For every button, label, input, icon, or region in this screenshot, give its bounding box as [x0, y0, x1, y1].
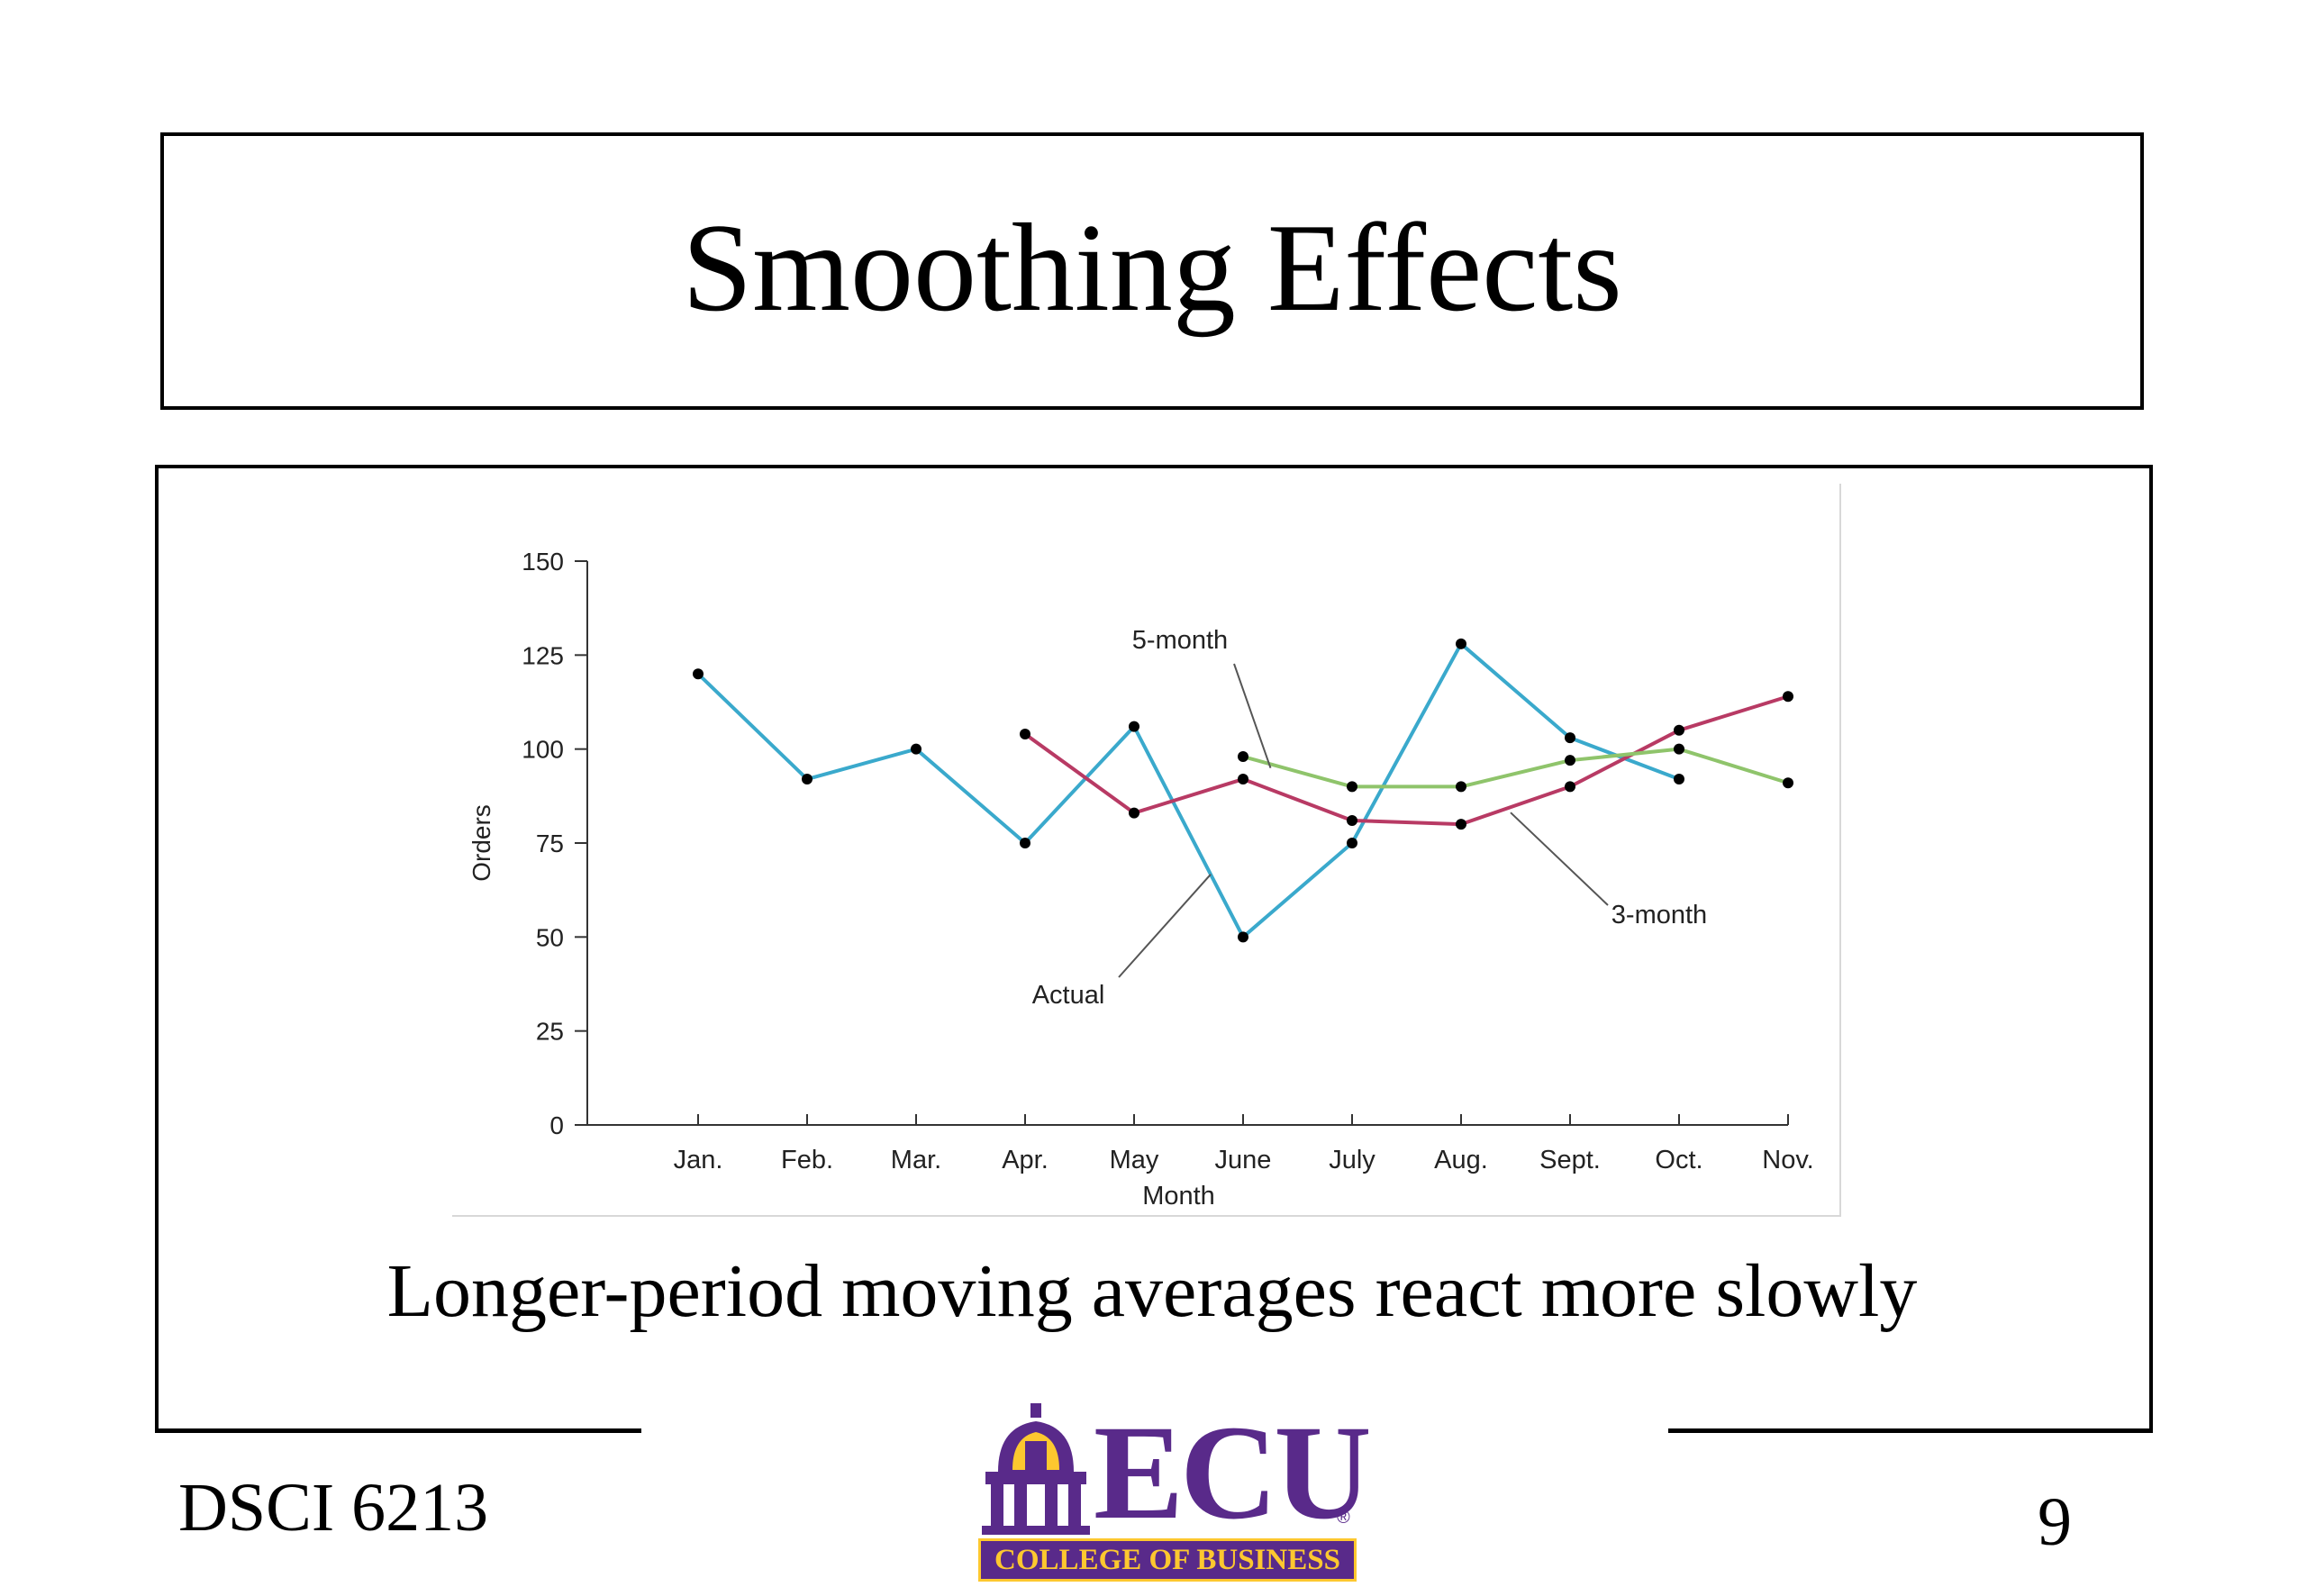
data-point: [1456, 638, 1466, 649]
x-tick-label: Aug.: [1434, 1146, 1488, 1174]
title-box: Smoothing Effects: [160, 132, 2144, 410]
x-tick-label: Jan.: [674, 1146, 723, 1174]
annotation-leader-actual: [1118, 874, 1212, 978]
annotation-actual: Actual: [1032, 981, 1105, 1010]
cupola-icon: [982, 1403, 1090, 1535]
logo-band-text: COLLEGE OF BUSINESS: [994, 1543, 1340, 1576]
data-point: [1565, 781, 1575, 793]
data-point: [1783, 777, 1793, 789]
x-tick-label: June: [1215, 1146, 1272, 1174]
x-tick-label: Nov.: [1762, 1146, 1813, 1174]
x-tick-label: Sept.: [1539, 1146, 1601, 1174]
content-box: [155, 465, 2153, 1430]
data-point: [1347, 781, 1357, 793]
data-point: [1456, 819, 1466, 830]
data-point: [1020, 838, 1030, 848]
y-tick-label: 50: [536, 923, 564, 951]
annotation-leader-3-month: [1510, 812, 1609, 906]
data-point: [1020, 728, 1030, 739]
series-line-actual: [696, 641, 1680, 939]
bottom-rule-left: [155, 1428, 641, 1433]
chart-panel: 0 25 50 75 100 125 150 Jan. Feb. Mar. Apr. May June J…: [452, 484, 1841, 1217]
x-tick-label: Apr.: [1002, 1146, 1049, 1174]
y-tick-label: 25: [536, 1018, 564, 1046]
y-tick-label: 150: [522, 548, 564, 576]
data-point: [1238, 751, 1248, 763]
page-number: 9: [2038, 1484, 2072, 1560]
bottom-rule-right: [1668, 1428, 2153, 1433]
data-point: [1674, 724, 1684, 736]
annotation-leader-5-month: [1233, 663, 1272, 769]
y-tick-label: 0: [549, 1111, 564, 1139]
data-point: [1674, 743, 1684, 755]
data-point: [1347, 838, 1357, 848]
x-tick-label: July: [1329, 1146, 1375, 1174]
y-tick-label: 125: [522, 641, 564, 669]
x-tick-label: Feb.: [781, 1146, 833, 1174]
x-tick-label: Oct.: [1655, 1146, 1702, 1174]
series-line-3-month: [1023, 694, 1789, 827]
data-point: [693, 668, 704, 680]
x-axis-title: Month: [1142, 1182, 1215, 1211]
data-point: [1456, 781, 1466, 793]
slide-title: Smoothing Effects: [682, 198, 1622, 338]
data-point: [911, 743, 921, 755]
annotation-3-month: 3-month: [1611, 901, 1707, 929]
data-point: [1238, 774, 1248, 785]
data-point: [1674, 774, 1684, 785]
slide-caption: Longer-period moving averages react more…: [386, 1249, 1918, 1333]
series-line-5-month: [1242, 747, 1789, 789]
logo-registered-mark: ®: [1337, 1508, 1350, 1528]
data-point: [1347, 814, 1357, 826]
data-point: [1783, 691, 1793, 703]
course-code: DSCI 6213: [178, 1470, 489, 1546]
data-point: [1129, 721, 1139, 732]
logo-wordmark: ECU: [1094, 1398, 1372, 1547]
data-point: [1238, 931, 1248, 943]
y-tick-label: 75: [536, 830, 564, 857]
line-chart: 0 25 50 75 100 125 150 Jan. Feb. Mar. Apr. May June J…: [468, 548, 1814, 1211]
data-point: [1129, 807, 1139, 819]
x-tick-label: Mar.: [891, 1146, 941, 1174]
data-point: [802, 774, 813, 785]
annotation-5-month: 5-month: [1132, 626, 1228, 655]
y-tick-label: 100: [522, 736, 564, 764]
data-point: [1565, 732, 1575, 744]
x-tick-label: May: [1110, 1146, 1159, 1174]
logo-band: COLLEGE OF BUSINESS: [978, 1538, 1357, 1582]
data-point: [1565, 755, 1575, 766]
y-axis-title: Orders: [468, 804, 495, 882]
ecu-logo: ECU ® COLLEGE OF BUSINESS: [978, 1401, 1372, 1582]
